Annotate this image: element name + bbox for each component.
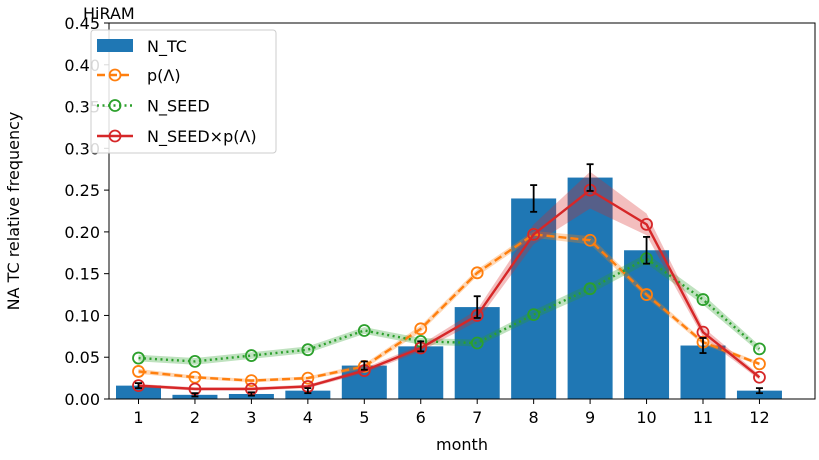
marker-p--month-3 [244, 374, 258, 388]
marker-n-seed-p--month-1 [132, 379, 145, 393]
x-tick-label: 12 [749, 408, 769, 427]
y-tick-label: 0.25 [64, 181, 100, 200]
bar-month-12 [736, 390, 782, 399]
y-tick-label: 0.45 [64, 14, 100, 33]
marker-n-seed-month-11 [696, 293, 710, 306]
legend-label-n-tc: N_TC [147, 37, 187, 57]
bars-layer [116, 177, 782, 399]
line-p- [138, 233, 760, 382]
y-tick-label: 0.00 [64, 390, 100, 409]
x-tick-label: 9 [585, 408, 595, 427]
legend-label-n-seed: N_SEED [147, 97, 210, 117]
y-tick-label: 0.05 [64, 348, 100, 367]
marker-n-seed-month-7 [470, 336, 484, 350]
marker-p--month-9 [583, 233, 597, 247]
line-n-seed-p- [138, 188, 761, 391]
legend-swatch-n-tc [97, 39, 133, 52]
bar-month-10 [624, 250, 670, 399]
x-tick-label: 3 [246, 408, 256, 427]
x-tick-label: 8 [529, 408, 539, 427]
x-axis-label: month [436, 435, 488, 454]
x-tick-label: 4 [303, 408, 313, 427]
chart-title: HiRAM [83, 4, 135, 23]
marker-n-seed-month-8 [527, 308, 541, 322]
marker-p--month-1 [132, 365, 145, 378]
marker-p--month-4 [301, 371, 315, 385]
x-tick-label: 11 [693, 408, 713, 427]
x-tick-label: 6 [416, 408, 426, 427]
legend: N_TC p(Λ) N_SEED N_SEED×p(Λ) [90, 29, 277, 154]
x-tick-label: 2 [190, 408, 200, 427]
x-tick-label: 10 [636, 408, 656, 427]
bar-month-7 [454, 307, 500, 399]
bar-month-1 [116, 385, 161, 399]
marker-n-seed-month-12 [753, 342, 766, 356]
marker-n-seed-p--month-10 [640, 217, 653, 231]
marker-n-seed-month-5 [357, 324, 371, 337]
marker-n-seed-month-2 [188, 354, 202, 368]
y-tick-label: 0.20 [64, 223, 100, 242]
legend-frame [90, 29, 277, 154]
x-tick-label: 1 [133, 408, 143, 427]
x-tick-label: 7 [472, 408, 482, 427]
marker-n-seed-month-1 [132, 351, 145, 365]
y-tick-label: 0.10 [64, 306, 100, 325]
bar-month-4 [285, 390, 331, 399]
marker-p--month-10 [640, 288, 653, 301]
marker-n-seed-month-3 [244, 349, 258, 362]
marker-p--month-7 [470, 266, 484, 280]
legend-marker-n-seed-p- [108, 129, 122, 143]
plot-frame [108, 22, 816, 400]
marker-n-seed-month-9 [583, 282, 597, 296]
x-tick-label: 5 [359, 408, 369, 427]
bar-month-11 [680, 345, 726, 399]
legend-label-p-: p(Λ) [147, 66, 181, 85]
marker-n-seed-month-4 [301, 343, 315, 357]
marker-n-seed-p--month-12 [753, 370, 766, 384]
marker-p--month-6 [414, 322, 428, 336]
lines-layer [132, 183, 766, 396]
legend-marker-p- [108, 68, 122, 82]
marker-n-seed-p--month-8 [527, 227, 541, 241]
marker-p--month-12 [753, 357, 766, 371]
legend-marker-n-seed [108, 99, 122, 112]
bar-month-8 [511, 198, 557, 399]
line-n-seed [138, 257, 761, 363]
y-axis-label: NA TC relative frequency [4, 112, 23, 311]
error-bars-layer [135, 163, 763, 398]
y-tick-label: 0.15 [64, 265, 100, 284]
legend-label-n-seed-p-: N_SEED×p(Λ) [147, 127, 257, 147]
